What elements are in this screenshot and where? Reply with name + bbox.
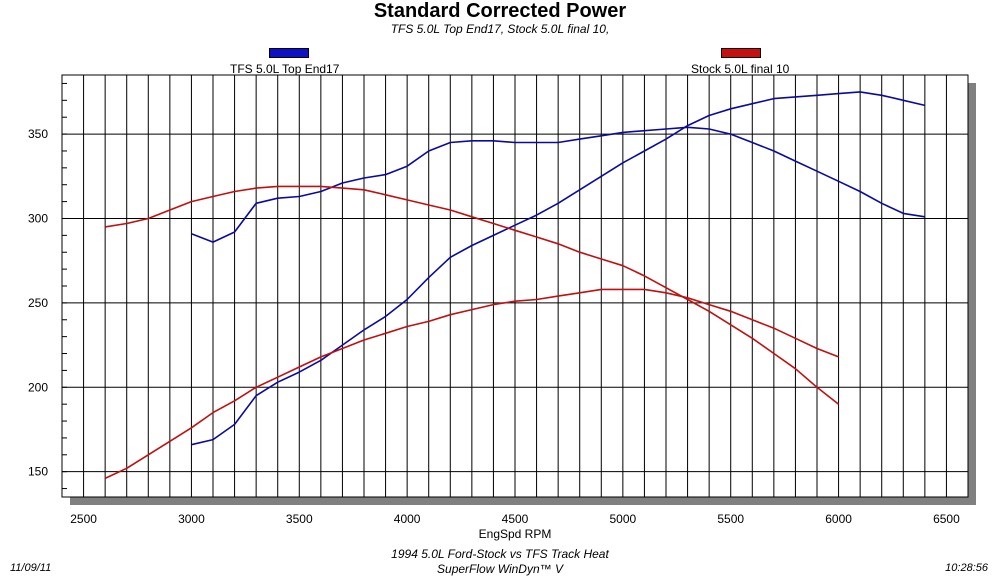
footer-run-description: 1994 5.0L Ford-Stock vs TFS Track Heat xyxy=(391,547,609,561)
x-tick-label: 4500 xyxy=(502,512,529,526)
x-axis-label: EngSpd RPM xyxy=(479,527,552,541)
chart-title: Standard Corrected Power xyxy=(373,0,627,22)
footer-date: 11/09/11 xyxy=(10,562,52,574)
x-tick-label: 2500 xyxy=(70,512,97,526)
y-tick-label: 150 xyxy=(28,465,48,479)
series-line-3 xyxy=(104,288,839,480)
x-tick-label: 5500 xyxy=(717,512,744,526)
x-tick-label: 6000 xyxy=(825,512,852,526)
y-tick-label: 350 xyxy=(28,127,48,141)
y-tick-label: 250 xyxy=(28,296,48,310)
x-tick-label: 5000 xyxy=(610,512,637,526)
footer-time: 10:28:56 xyxy=(945,562,988,574)
y-tick-label: 300 xyxy=(28,211,48,225)
series-line-0 xyxy=(191,126,926,243)
x-tick-label: 6500 xyxy=(933,512,960,526)
series-line-1 xyxy=(191,91,926,446)
series-line-2 xyxy=(104,185,840,405)
x-tick-label: 4000 xyxy=(394,512,421,526)
legend-label-tfs: TFS 5.0L Top End17 xyxy=(230,62,340,76)
y-tick-label: 200 xyxy=(28,380,48,394)
x-tick-label: 3000 xyxy=(178,512,205,526)
footer-software: SuperFlow WinDyn™ V xyxy=(437,562,563,576)
x-tick-label: 3500 xyxy=(286,512,313,526)
legend-label-stock: Stock 5.0L final 10 xyxy=(691,62,790,76)
legend-swatch-stock xyxy=(721,48,761,58)
chart-subtitle: TFS 5.0L Top End17, Stock 5.0L final 10, xyxy=(390,22,610,36)
legend-swatch-tfs xyxy=(269,48,309,58)
